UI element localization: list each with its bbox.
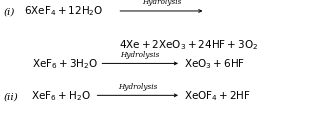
Text: Hydrolysis: Hydrolysis (142, 0, 181, 6)
Text: Hydrolysis: Hydrolysis (118, 82, 157, 90)
Text: Hydrolysis: Hydrolysis (121, 50, 160, 58)
Text: $\mathrm{XeOF}_4 + 2\mathrm{HF}$: $\mathrm{XeOF}_4 + 2\mathrm{HF}$ (184, 88, 251, 102)
Text: (i): (i) (4, 7, 15, 16)
Text: $6\mathrm{XeF}_4 + 12\mathrm{H}_2\mathrm{O}$: $6\mathrm{XeF}_4 + 12\mathrm{H}_2\mathrm… (24, 4, 104, 18)
Text: $\mathrm{XeF}_6 + \mathrm{H}_2\mathrm{O}$: $\mathrm{XeF}_6 + \mathrm{H}_2\mathrm{O}… (31, 88, 91, 102)
Text: (ii): (ii) (4, 91, 19, 100)
Text: $4\mathrm{Xe} + 2\mathrm{XeO}_3 + 24\mathrm{HF} + 3\mathrm{O}_2$: $4\mathrm{Xe} + 2\mathrm{XeO}_3 + 24\mat… (119, 38, 258, 51)
Text: $\mathrm{XeO}_3 + 6\mathrm{HF}$: $\mathrm{XeO}_3 + 6\mathrm{HF}$ (184, 57, 245, 70)
Text: $\mathrm{XeF}_6 + 3\mathrm{H}_2\mathrm{O}$: $\mathrm{XeF}_6 + 3\mathrm{H}_2\mathrm{O… (32, 57, 98, 70)
